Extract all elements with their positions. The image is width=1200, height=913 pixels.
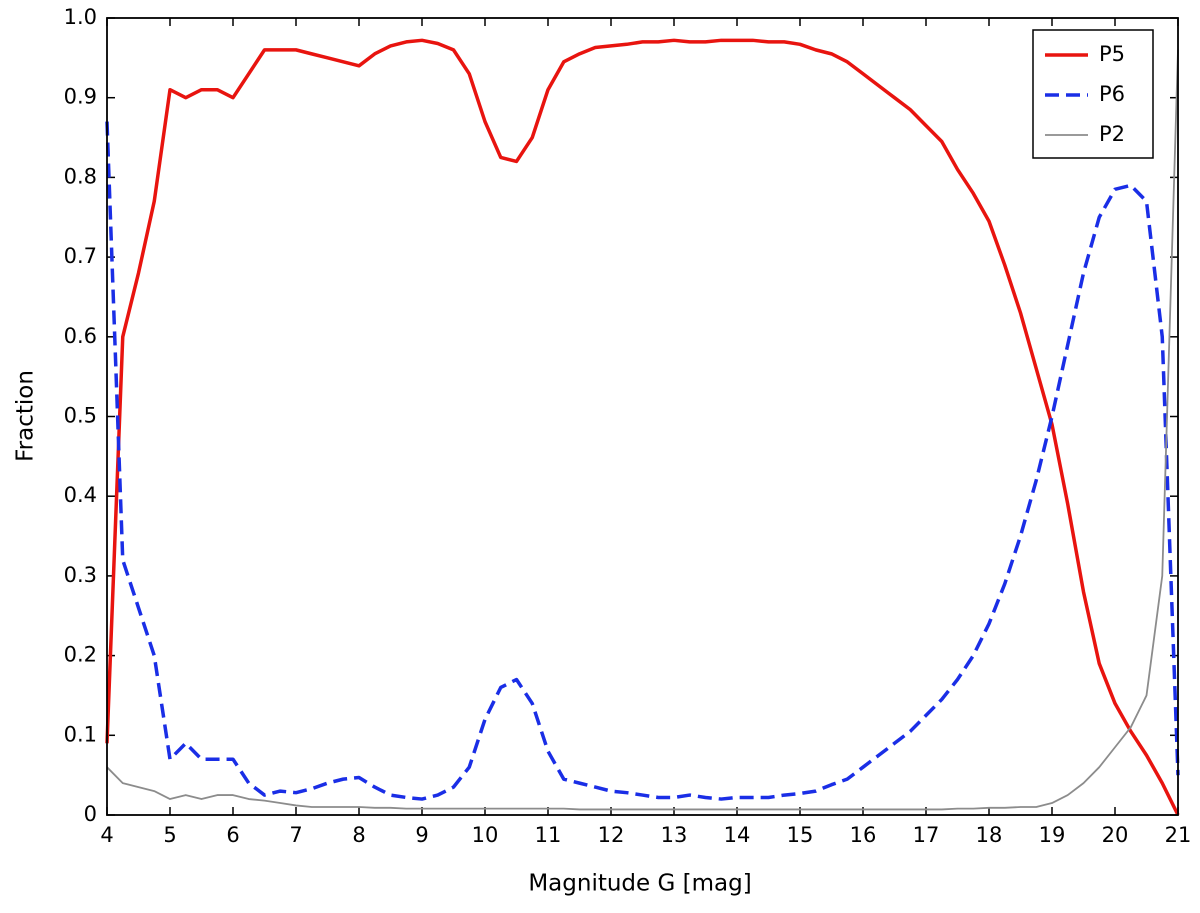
y-tick-label: 0	[84, 802, 97, 826]
x-tick-label: 4	[100, 823, 113, 847]
x-tick-label: 20	[1102, 823, 1129, 847]
legend-label: P2	[1099, 122, 1125, 146]
x-axis-label: Magnitude G [mag]	[528, 871, 751, 897]
y-tick-label: 0.6	[64, 324, 97, 348]
plot-frame	[106, 17, 1179, 816]
x-tick-label: 6	[226, 823, 239, 847]
y-tick-label: 0.9	[64, 85, 97, 109]
x-tick-label: 5	[163, 823, 176, 847]
y-tick-label: 0.8	[64, 164, 97, 188]
y-axis-label: Fraction	[13, 370, 39, 462]
x-tick-label: 18	[976, 823, 1003, 847]
series-line	[105, 121, 1180, 801]
x-tick-label: 16	[850, 823, 877, 847]
y-tick-label: 0.5	[64, 404, 97, 428]
x-tick-label: 15	[787, 823, 814, 847]
y-tick-label: 0.1	[64, 722, 97, 746]
series-line	[106, 49, 1179, 811]
x-tick-label: 17	[913, 823, 940, 847]
x-tick-label: 14	[724, 823, 751, 847]
legend-label: P6	[1099, 82, 1125, 106]
y-tick-label: 0.3	[64, 563, 97, 587]
x-tick-label: 11	[535, 823, 562, 847]
y-tick-label: 1.0	[64, 5, 97, 29]
x-tick-label: 8	[352, 823, 365, 847]
y-tick-label: 0.2	[64, 643, 97, 667]
x-tick-label: 21	[1165, 823, 1192, 847]
x-tick-label: 10	[472, 823, 499, 847]
legend-label: P5	[1099, 42, 1125, 66]
legend: P5 P6 P2	[1032, 29, 1154, 159]
series-line	[105, 38, 1180, 816]
x-tick-label: 12	[598, 823, 625, 847]
x-tick-label: 7	[289, 823, 302, 847]
x-tick-label: 19	[1039, 823, 1066, 847]
x-tick-label: 13	[661, 823, 688, 847]
y-tick-label: 0.4	[64, 483, 97, 507]
x-tick-label: 9	[415, 823, 428, 847]
y-tick-label: 0.7	[64, 244, 97, 268]
